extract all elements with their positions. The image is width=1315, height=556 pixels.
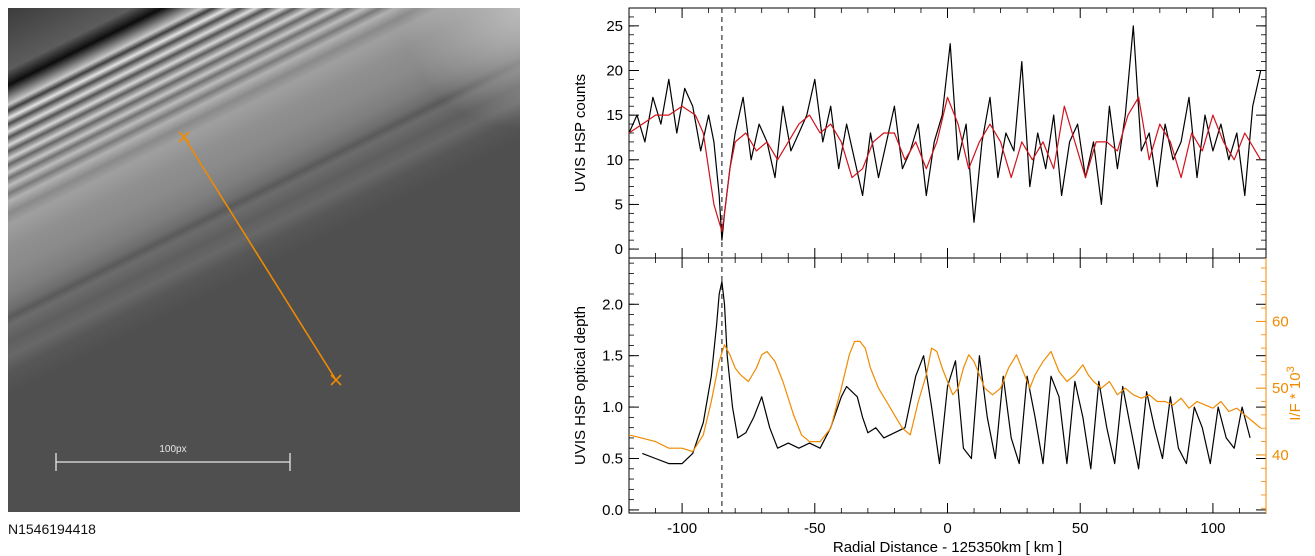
xtick-label: -50 xyxy=(804,520,826,537)
image-id-label: N1546194418 xyxy=(8,521,96,537)
y2-axis-label-superscript: 3 xyxy=(1285,366,1297,372)
optical-depth-panel: 0.0 0.5 1.0 1.5 2.0 -100 -50 0 50 100 40 50 60 I/F * … xyxy=(572,257,1304,556)
y2tick-label: 60 xyxy=(1272,313,1289,330)
scale-bar-label: 100px xyxy=(159,444,186,455)
counts-ytick-label: 0 xyxy=(615,241,623,258)
counts-ytick-label: 20 xyxy=(606,63,623,80)
counts-panel: 0 5 10 15 20 25 UVIS HSP counts xyxy=(572,7,1267,259)
cut-start-marker xyxy=(178,131,190,143)
counts-series-line-1 xyxy=(629,96,1262,232)
counts-y-axis-label: UVIS HSP counts xyxy=(572,74,589,192)
depth-series-line-0 xyxy=(642,281,1251,470)
xtick-label: 100 xyxy=(1200,520,1225,537)
depth-y-axis-label: UVIS HSP optical depth xyxy=(572,306,589,465)
cut-end-marker xyxy=(330,374,342,386)
profile-cut-line xyxy=(183,136,337,381)
counts-series-group xyxy=(629,25,1262,241)
xtick-label: 0 xyxy=(943,520,951,537)
depth-ytick-label: 0.5 xyxy=(602,451,623,468)
xtick-label: -100 xyxy=(667,520,697,537)
depth-series-group xyxy=(629,281,1262,470)
depth-ytick-label: 0.0 xyxy=(602,502,623,519)
y2-axis-label: I/F * 103 xyxy=(1285,366,1304,420)
counts-ytick-label: 5 xyxy=(615,196,623,213)
y2tick-label: 40 xyxy=(1272,447,1289,464)
xtick-label: 50 xyxy=(1072,520,1089,537)
counts-ytick-label: 10 xyxy=(606,152,623,169)
depth-series-line-1 xyxy=(629,340,1262,453)
counts-ytick-label: 15 xyxy=(606,107,623,124)
depth-ytick-label: 2.0 xyxy=(602,296,623,313)
profile-cut xyxy=(178,131,342,386)
x-axis-label: Radial Distance - 125350km [ km ] xyxy=(833,539,1062,556)
depth-ytick-label: 1.5 xyxy=(602,348,623,365)
ring-image-panel: 100px xyxy=(8,8,520,512)
depth-ytick-label: 1.0 xyxy=(602,399,623,416)
scale-bar: 100px xyxy=(55,444,291,471)
counts-series-line-0 xyxy=(629,25,1262,241)
y2tick-label: 50 xyxy=(1272,380,1289,397)
counts-ytick-label: 25 xyxy=(606,18,623,35)
counts-plot-frame xyxy=(628,7,1267,259)
ring-image: 100px xyxy=(8,8,520,512)
